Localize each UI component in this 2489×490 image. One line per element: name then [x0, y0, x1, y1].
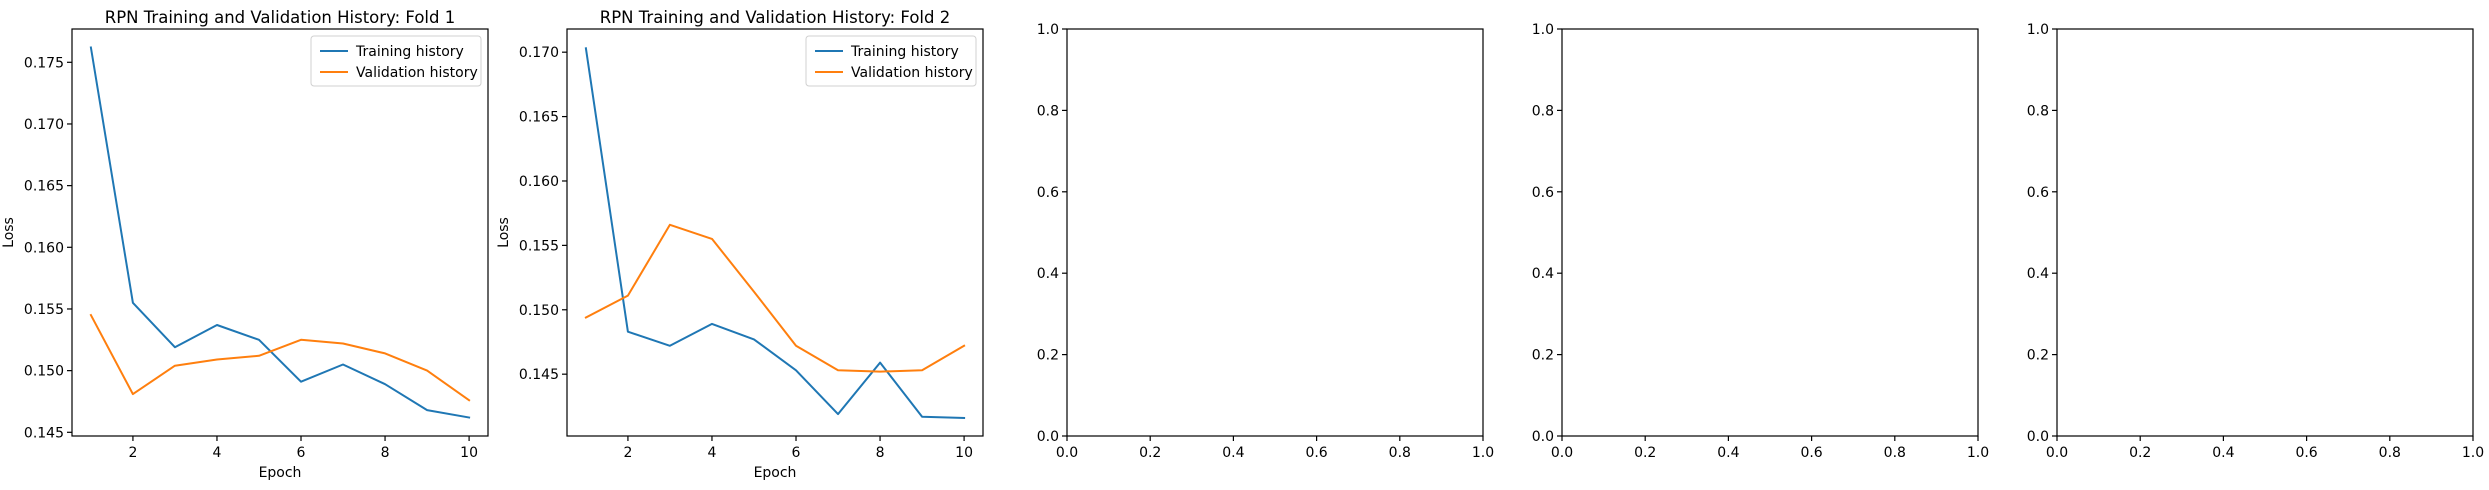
- series-line-validation: [89, 313, 471, 402]
- x-tick-label: 0.8: [1884, 445, 1906, 461]
- y-tick-label: 0.0: [1037, 429, 1059, 445]
- y-tick-label: 0.0: [2027, 429, 2049, 445]
- x-tick-label: 0.0: [1056, 445, 1078, 461]
- x-tick-label: 10: [955, 445, 973, 461]
- x-tick-label: 0.2: [1634, 445, 1656, 461]
- x-tick-label: 0.2: [1139, 445, 1161, 461]
- series-line-training: [89, 46, 471, 419]
- legend-entry: Training history: [850, 44, 959, 60]
- y-tick-label: 0.165: [519, 110, 559, 126]
- x-axis-label: Epoch: [754, 465, 797, 481]
- x-tick-label: 0.6: [1800, 445, 1822, 461]
- x-tick-label: 10: [460, 445, 478, 461]
- x-tick-label: 0.4: [1222, 445, 1244, 461]
- y-tick-label: 0.4: [1037, 266, 1059, 282]
- x-tick-label: 6: [792, 445, 801, 461]
- y-tick-label: 0.145: [519, 367, 559, 383]
- y-tick-label: 0.2: [1532, 348, 1554, 364]
- x-tick-label: 0.4: [1717, 445, 1739, 461]
- y-tick-label: 0.0: [1532, 429, 1554, 445]
- x-tick-label: 2: [623, 445, 632, 461]
- subplot-1: 2 4 6 8 10 0.145 0.150 0.155 0.160 0.165 0.170 0.17…: [1, 8, 489, 481]
- y-tick-label: 0.165: [24, 179, 64, 195]
- x-tick-label: 0.8: [1389, 445, 1411, 461]
- y-axis-label: Loss: [1, 217, 17, 248]
- subplot-5: 0.0 0.2 0.4 0.6 0.8 1.0 0.0 0.2 0.4 0.6 0.8 1.0: [2027, 22, 2484, 461]
- y-tick-label: 0.160: [519, 174, 559, 190]
- x-tick-label: 0.8: [2379, 445, 2401, 461]
- x-tick-label: 0.2: [2129, 445, 2151, 461]
- y-tick-label: 0.170: [519, 45, 559, 61]
- y-tick-label: 0.2: [2027, 348, 2049, 364]
- y-tick-label: 0.4: [1532, 266, 1554, 282]
- x-tick-label: 8: [381, 445, 390, 461]
- x-tick-label: 2: [128, 445, 137, 461]
- axes-frame: [2056, 28, 2474, 437]
- subplot-2: 2 4 6 8 10 0.145 0.150 0.155 0.160 0.165 0.170 RPN …: [496, 8, 984, 481]
- y-tick-label: 0.155: [24, 302, 64, 318]
- y-tick-label: 1.0: [2027, 22, 2049, 38]
- x-tick-label: 0.6: [1305, 445, 1327, 461]
- subplot-4: 0.0 0.2 0.4 0.6 0.8 1.0 0.0 0.2 0.4 0.6 0.8 1.0: [1532, 22, 1989, 461]
- y-tick-label: 0.8: [1037, 103, 1059, 119]
- x-tick-label: 1.0: [2462, 445, 2484, 461]
- y-tick-label: 0.4: [2027, 266, 2049, 282]
- x-tick-label: 4: [708, 445, 717, 461]
- x-axis-label: Epoch: [259, 465, 302, 481]
- axes-frame: [1066, 28, 1484, 437]
- x-tick-label: 1.0: [1472, 445, 1494, 461]
- y-tick-label: 0.2: [1037, 348, 1059, 364]
- y-tick-label: 0.170: [24, 117, 64, 133]
- legend: Training history Validation history: [310, 35, 482, 87]
- y-tick-label: 0.150: [519, 303, 559, 319]
- y-axis-label: Loss: [496, 217, 512, 248]
- legend-box: [310, 35, 482, 87]
- x-tick-label: 0.0: [1551, 445, 1573, 461]
- y-tick-label: 0.6: [2027, 185, 2049, 201]
- series-line-training: [584, 47, 966, 420]
- y-tick-label: 0.160: [24, 240, 64, 256]
- x-tick-label: 8: [876, 445, 885, 461]
- y-tick-label: 0.8: [1532, 103, 1554, 119]
- legend-entry: Training history: [355, 44, 464, 60]
- chart-title: RPN Training and Validation History: Fol…: [105, 8, 455, 27]
- series-line-validation: [584, 223, 966, 373]
- y-tick-label: 1.0: [1532, 22, 1554, 38]
- legend: Training history Validation history: [805, 35, 977, 87]
- x-tick-label: 1.0: [1967, 445, 1989, 461]
- legend-box: [805, 35, 977, 87]
- y-tick-label: 0.145: [24, 425, 64, 441]
- y-tick-label: 0.175: [24, 55, 64, 71]
- axes-frame: [71, 28, 489, 437]
- subplot-3: 0.0 0.2 0.4 0.6 0.8 1.0 0.0 0.2 0.4 0.6 0.8 1.0: [1037, 22, 1494, 461]
- legend-entry: Validation history: [851, 65, 973, 81]
- axes-frame: [566, 28, 984, 437]
- y-tick-label: 0.6: [1532, 185, 1554, 201]
- y-tick-label: 0.150: [24, 364, 64, 380]
- x-tick-label: 0.6: [2295, 445, 2317, 461]
- x-tick-label: 6: [297, 445, 306, 461]
- x-tick-label: 4: [213, 445, 222, 461]
- legend-entry: Validation history: [356, 65, 478, 81]
- y-tick-label: 0.8: [2027, 103, 2049, 119]
- y-tick-label: 0.6: [1037, 185, 1059, 201]
- y-tick-label: 0.155: [519, 238, 559, 254]
- x-tick-label: 0.4: [2212, 445, 2234, 461]
- axes-frame: [1561, 28, 1979, 437]
- y-tick-label: 1.0: [1037, 22, 1059, 38]
- x-tick-label: 0.0: [2046, 445, 2068, 461]
- chart-title: RPN Training and Validation History: Fol…: [600, 8, 950, 27]
